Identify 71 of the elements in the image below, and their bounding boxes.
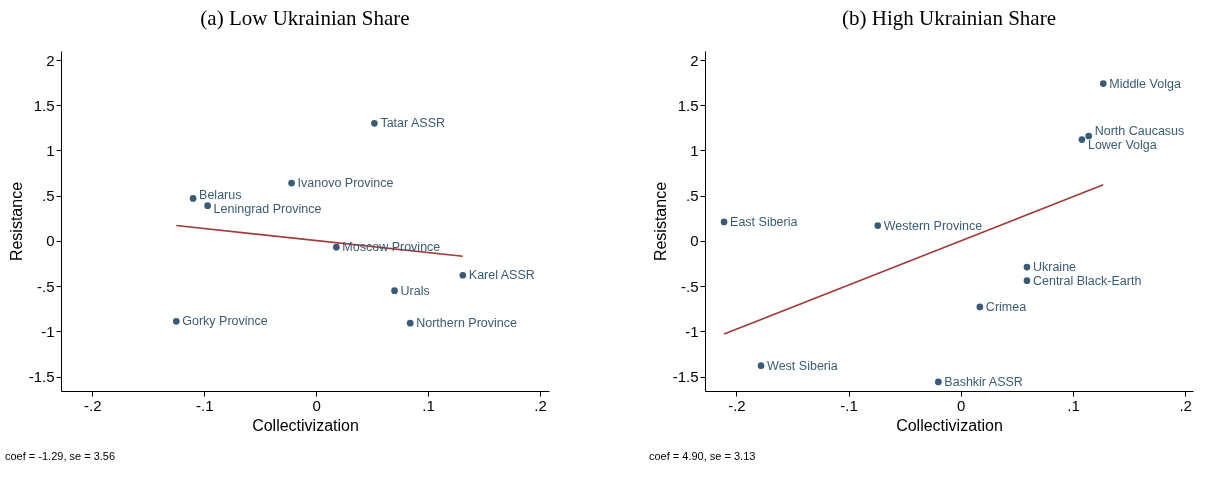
y-tick-label: .5 <box>685 187 699 205</box>
y-axis-title: Resistance <box>7 181 25 262</box>
annotation: Crimea <box>985 299 1027 314</box>
point <box>1099 80 1107 87</box>
point <box>332 243 340 251</box>
x-tick-label: -.1 <box>196 396 214 414</box>
point <box>204 202 211 209</box>
x-tick-label: 0 <box>957 396 966 414</box>
point <box>976 303 984 311</box>
annotation: East Siberia <box>730 214 798 229</box>
chart-title: (b) High Ukrainian Share <box>841 6 1057 30</box>
x-axis-title: Collectivization <box>896 416 1003 434</box>
annotation: Bashkir ASSR <box>944 374 1023 389</box>
point <box>172 318 180 325</box>
y-tick-label: -1.5 <box>672 368 699 386</box>
y-tick-label: -1 <box>41 322 55 340</box>
y-tick-label: 1 <box>690 141 699 159</box>
point <box>1023 263 1031 271</box>
y-tick-label: 1 <box>46 141 55 159</box>
annotation: Ukraine <box>1032 259 1077 274</box>
x-tick-label: -.2 <box>84 396 102 414</box>
x-tick-label: .2 <box>534 396 547 414</box>
point <box>1023 277 1031 285</box>
annotation: Gorky Province <box>182 314 268 329</box>
annotation: Urals <box>400 283 430 298</box>
annotation: Northern Province <box>416 316 517 331</box>
x-tick-label: -.1 <box>840 396 858 414</box>
text: coef = -1.29, se = 3.56 <box>5 450 116 462</box>
x-axis-title: Collectivization <box>252 416 359 434</box>
point <box>371 119 378 127</box>
point <box>757 362 765 370</box>
annotation: Leningrad Province <box>213 202 322 217</box>
y-tick-label: 1.5 <box>677 96 699 114</box>
y-tick-label: 0 <box>690 232 699 250</box>
point <box>391 287 398 294</box>
point <box>934 378 942 386</box>
point <box>189 195 197 202</box>
annotation: Tatar ASSR <box>380 116 446 131</box>
annotation: Central Black-Earth <box>1032 273 1142 288</box>
x-tick-label: .2 <box>1179 396 1192 414</box>
chart-title: (a) Low Ukrainian Share <box>200 6 410 30</box>
annotation: Middle Volga <box>1109 76 1181 91</box>
point <box>288 179 295 187</box>
point <box>1078 136 1086 143</box>
annotation: West Siberia <box>767 358 838 373</box>
y-tick-label: -1 <box>685 322 699 340</box>
annotation: North Caucasus <box>1094 123 1185 138</box>
annotation: Lower Volga <box>1087 137 1157 152</box>
y-tick-label: .5 <box>41 187 55 205</box>
x-tick-label: -.2 <box>728 396 746 414</box>
y-tick-label: -.5 <box>36 277 55 295</box>
x-tick-label: 0 <box>312 396 321 414</box>
x-tick-label: .1 <box>422 396 435 414</box>
y-tick-label: 2 <box>690 51 699 69</box>
annotation: Belarus <box>199 188 242 203</box>
point <box>874 222 882 229</box>
point <box>459 271 467 279</box>
y-tick-label: -1.5 <box>28 368 55 386</box>
annotation: Western Province <box>883 218 983 233</box>
y-tick-label: 2 <box>46 51 55 69</box>
y-tick-label: 0 <box>46 232 55 250</box>
annotation: Ivanovo Province <box>297 176 394 191</box>
point <box>406 319 414 327</box>
y-tick-label: 1.5 <box>33 96 55 114</box>
text: coef = 4.90, se = 3.13 <box>649 450 756 462</box>
y-tick-label: -.5 <box>680 277 699 295</box>
x-tick-label: .1 <box>1067 396 1080 414</box>
y-axis-title: Resistance <box>651 181 669 262</box>
point <box>720 218 728 226</box>
annotation: Karel ASSR <box>468 268 535 283</box>
point <box>1085 132 1093 140</box>
